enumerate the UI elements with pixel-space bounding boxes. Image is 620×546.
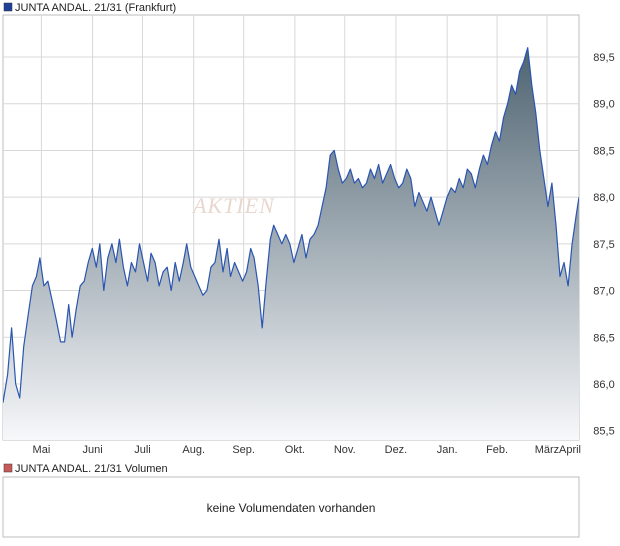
y-axis-ticks: 85,5 86,0 86,5 87,0 87,5 88,0 88,5 89,0 89,5 [593, 52, 614, 438]
x-tick-label: Feb. [486, 444, 508, 456]
x-tick-label: Okt. [285, 444, 305, 456]
y-tick-label: 89,5 [593, 52, 614, 64]
y-tick-label: 88,0 [593, 192, 614, 204]
price-legend-label: JUNTA ANDAL. 21/31 (Frankfurt) [15, 2, 176, 14]
y-tick-label: 87,0 [593, 286, 614, 298]
y-tick-label: 85,5 [593, 426, 614, 438]
x-tick-label: Juni [82, 444, 102, 456]
volume-no-data-text: keine Volumendaten vorhanden [207, 501, 376, 515]
x-tick-label: Juli [134, 444, 151, 456]
x-tick-label: Aug. [182, 444, 205, 456]
x-tick-label: Sep. [232, 444, 255, 456]
y-tick-label: 87,5 [593, 239, 614, 251]
price-series [3, 47, 579, 440]
y-tick-label: 86,0 [593, 379, 614, 391]
volume-legend-label: JUNTA ANDAL. 21/31 Volumen [15, 463, 168, 475]
watermark: AKTIEN [191, 193, 275, 218]
x-tick-label: Jan. [437, 444, 458, 456]
y-tick-label: 89,0 [593, 99, 614, 111]
x-tick-label: Nov. [334, 444, 356, 456]
x-tick-label: April [559, 444, 581, 456]
x-axis-ticks: Mai Juni Juli Aug. Sep. Okt. Nov. Dez. Jan. Feb. M… [33, 444, 581, 456]
x-tick-label: März [535, 444, 559, 456]
price-line [3, 47, 579, 403]
x-tick-label: Dez. [385, 444, 408, 456]
volume-plot-frame [2, 476, 580, 538]
price-area [3, 47, 579, 440]
price-legend-swatch [3, 2, 13, 12]
volume-legend-swatch [3, 463, 13, 473]
y-tick-label: 86,5 [593, 332, 614, 344]
y-tick-label: 88,5 [593, 145, 614, 157]
x-tick-label: Mai [33, 444, 51, 456]
